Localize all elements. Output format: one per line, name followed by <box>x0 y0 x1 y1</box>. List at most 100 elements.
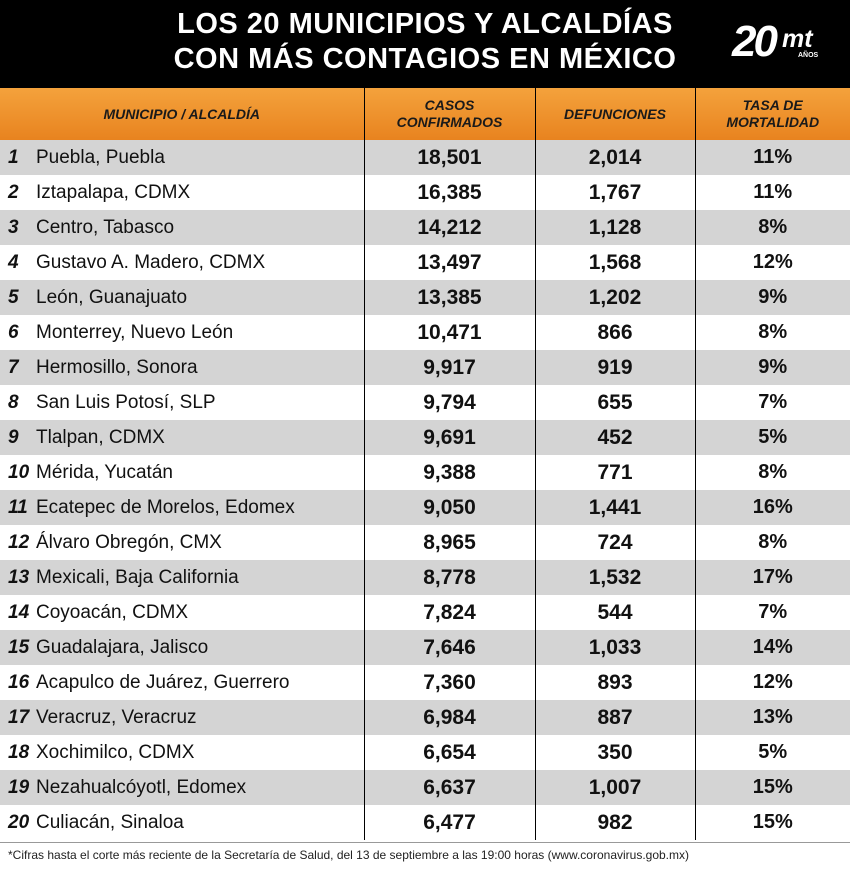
tasa-cell: 13% <box>695 700 850 735</box>
defunciones-cell: 2,014 <box>535 140 696 175</box>
municipio-name: Mérida, Yucatán <box>36 461 173 483</box>
tasa-cell: 7% <box>695 385 850 420</box>
municipio-name: Ecatepec de Morelos, Edomex <box>36 496 295 518</box>
footnote: *Cifras hasta el corte más reciente de l… <box>8 848 690 862</box>
logo-subtext: AÑOS <box>798 52 819 59</box>
table-row: 4 Gustavo A. Madero, CDMX 13,497 1,568 12% <box>0 245 850 280</box>
defunciones-cell: 771 <box>535 455 696 490</box>
defunciones-cell: 1,202 <box>535 280 696 315</box>
logo-number: 20 <box>732 17 778 66</box>
tasa-cell: 8% <box>695 315 850 350</box>
title-line-2: CON MÁS CONTAGIOS EN MÉXICO <box>173 43 677 75</box>
rank-number: 5 <box>8 286 19 308</box>
page-title: LOS 20 MUNICIPIOS Y ALCALDÍAS CON MÁS CO… <box>0 7 850 77</box>
municipio-cell: 2 Iztapalapa, CDMX <box>0 175 365 210</box>
defunciones-cell: 1,767 <box>535 175 696 210</box>
municipios-table: MUNICIPIO / ALCALDÍA CASOS CONFIRMADOS DE… <box>0 88 850 840</box>
casos-cell: 6,654 <box>364 735 536 770</box>
col-header-casos: CASOS CONFIRMADOS <box>364 88 536 140</box>
municipio-cell: 8 San Luis Potosí, SLP <box>0 385 365 420</box>
table-row: 18 Xochimilco, CDMX 6,654 350 5% <box>0 735 850 770</box>
municipio-cell: 14 Coyoacán, CDMX <box>0 595 365 630</box>
rank-number: 18 <box>8 741 30 763</box>
rank-number: 17 <box>8 706 30 728</box>
defunciones-cell: 544 <box>535 595 696 630</box>
defunciones-cell: 724 <box>535 525 696 560</box>
municipio-name: Álvaro Obregón, CMX <box>36 531 222 553</box>
tasa-cell: 12% <box>695 245 850 280</box>
municipio-cell: 1 Puebla, Puebla <box>0 140 365 175</box>
casos-cell: 9,917 <box>364 350 536 385</box>
municipio-name: Monterrey, Nuevo León <box>36 321 234 343</box>
municipio-cell: 5 León, Guanajuato <box>0 280 365 315</box>
tasa-cell: 5% <box>695 420 850 455</box>
tasa-cell: 12% <box>695 665 850 700</box>
municipio-cell: 3 Centro, Tabasco <box>0 210 365 245</box>
table-row: 1 Puebla, Puebla 18,501 2,014 11% <box>0 140 850 175</box>
municipio-cell: 19 Nezahualcóyotl, Edomex <box>0 770 365 805</box>
rank-number: 16 <box>8 671 30 693</box>
municipio-cell: 13 Mexicali, Baja California <box>0 560 365 595</box>
casos-cell: 6,984 <box>364 700 536 735</box>
municipio-name: Tlalpan, CDMX <box>36 426 165 448</box>
tasa-cell: 14% <box>695 630 850 665</box>
rank-number: 19 <box>8 776 30 798</box>
defunciones-cell: 1,568 <box>535 245 696 280</box>
municipio-cell: 9 Tlalpan, CDMX <box>0 420 365 455</box>
rank-number: 6 <box>8 321 19 343</box>
table-row: 16 Acapulco de Juárez, Guerrero 7,360 893 12… <box>0 665 850 700</box>
table-row: 5 León, Guanajuato 13,385 1,202 9% <box>0 280 850 315</box>
defunciones-cell: 887 <box>535 700 696 735</box>
rank-number: 2 <box>8 181 19 203</box>
casos-cell: 8,778 <box>364 560 536 595</box>
defunciones-cell: 1,033 <box>535 630 696 665</box>
municipio-cell: 7 Hermosillo, Sonora <box>0 350 365 385</box>
municipio-name: Mexicali, Baja California <box>36 566 239 588</box>
casos-cell: 16,385 <box>364 175 536 210</box>
tasa-cell: 15% <box>695 770 850 805</box>
defunciones-cell: 893 <box>535 665 696 700</box>
defunciones-cell: 1,532 <box>535 560 696 595</box>
table-row: 17 Veracruz, Veracruz 6,984 887 13% <box>0 700 850 735</box>
table-row: 11 Ecatepec de Morelos, Edomex 9,050 1,441 1… <box>0 490 850 525</box>
municipio-name: Iztapalapa, CDMX <box>36 181 191 203</box>
tasa-cell: 8% <box>695 525 850 560</box>
table-body: 1 Puebla, Puebla 18,501 2,014 11% 2 Iztapalapa… <box>0 140 850 840</box>
brand-logo: 20 mt AÑOS <box>732 17 824 74</box>
col-header-tasa: TASA DE MORTALIDAD <box>695 88 850 140</box>
table-row: 10 Mérida, Yucatán 9,388 771 8% <box>0 455 850 490</box>
municipio-name: Guadalajara, Jalisco <box>36 636 209 658</box>
table-row: 20 Culiacán, Sinaloa 6,477 982 15% <box>0 805 850 840</box>
municipio-name: San Luis Potosí, SLP <box>36 391 216 413</box>
tasa-cell: 8% <box>695 455 850 490</box>
tasa-cell: 7% <box>695 595 850 630</box>
tasa-cell: 11% <box>695 140 850 175</box>
defunciones-cell: 1,441 <box>535 490 696 525</box>
municipio-name: Centro, Tabasco <box>36 216 175 238</box>
casos-cell: 14,212 <box>364 210 536 245</box>
title-banner: LOS 20 MUNICIPIOS Y ALCALDÍAS CON MÁS CO… <box>0 0 850 88</box>
casos-cell: 7,824 <box>364 595 536 630</box>
table-row: 15 Guadalajara, Jalisco 7,646 1,033 14% <box>0 630 850 665</box>
rank-number: 10 <box>8 461 30 483</box>
col-header-defunciones: DEFUNCIONES <box>535 88 696 140</box>
rank-number: 11 <box>8 496 28 518</box>
casos-cell: 7,646 <box>364 630 536 665</box>
municipio-name: León, Guanajuato <box>36 286 188 308</box>
casos-cell: 10,471 <box>364 315 536 350</box>
municipio-cell: 11 Ecatepec de Morelos, Edomex <box>0 490 365 525</box>
rank-number: 8 <box>8 391 19 413</box>
municipio-name: Nezahualcóyotl, Edomex <box>36 776 247 798</box>
municipio-cell: 10 Mérida, Yucatán <box>0 455 365 490</box>
casos-cell: 9,050 <box>364 490 536 525</box>
casos-cell: 13,385 <box>364 280 536 315</box>
defunciones-cell: 982 <box>535 805 696 840</box>
municipio-cell: 20 Culiacán, Sinaloa <box>0 805 365 840</box>
rank-number: 7 <box>8 356 19 378</box>
defunciones-cell: 452 <box>535 420 696 455</box>
municipio-name: Acapulco de Juárez, Guerrero <box>36 671 290 693</box>
casos-cell: 7,360 <box>364 665 536 700</box>
tasa-cell: 15% <box>695 805 850 840</box>
municipio-cell: 18 Xochimilco, CDMX <box>0 735 365 770</box>
municipio-cell: 15 Guadalajara, Jalisco <box>0 630 365 665</box>
